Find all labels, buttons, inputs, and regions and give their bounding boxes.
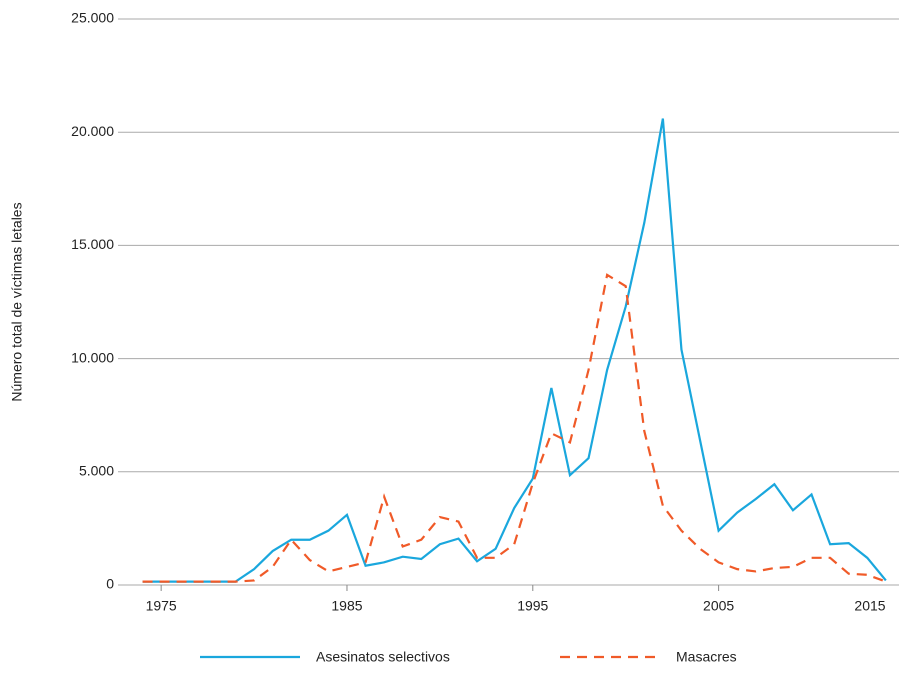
y-tick-label: 20.000 (71, 123, 114, 139)
x-tick-label: 2015 (854, 598, 885, 614)
y-tick-label: 0 (106, 576, 114, 592)
y-tick-label: 25.000 (71, 10, 114, 26)
y-tick-label: 10.000 (71, 349, 114, 365)
legend-label: Masacres (676, 649, 737, 665)
y-tick-label: 5.000 (79, 463, 114, 479)
x-tick-label: 1975 (146, 598, 177, 614)
legend-label: Asesinatos selectivos (316, 649, 450, 665)
x-tick-label: 2005 (703, 598, 734, 614)
y-axis-label: Número total de víctimas letales (9, 202, 25, 401)
x-tick-label: 1985 (331, 598, 362, 614)
series-line (142, 273, 887, 583)
series-line (142, 118, 887, 583)
y-tick-label: 15.000 (71, 236, 114, 252)
x-tick-label: 1995 (517, 598, 548, 614)
